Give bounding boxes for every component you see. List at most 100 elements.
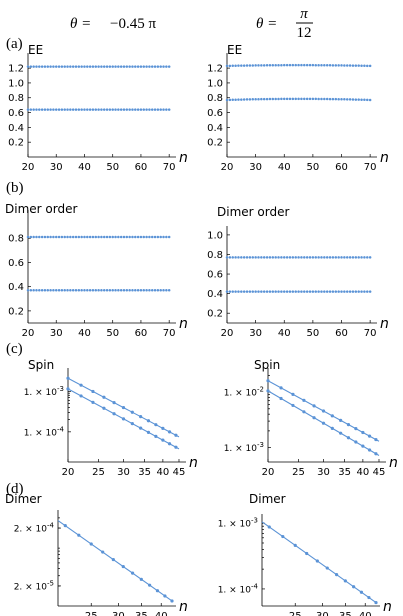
- data-point: [162, 65, 165, 68]
- x-tick-label: 40: [78, 162, 91, 173]
- data-point: [345, 256, 349, 259]
- y-tick-label: 0.2: [8, 306, 24, 317]
- data-point: [303, 97, 306, 101]
- x-axis-label: n: [383, 599, 392, 615]
- data-point: [26, 235, 30, 239]
- data-point: [43, 108, 47, 111]
- data-point: [153, 289, 157, 292]
- y-axis-label: Spin: [254, 358, 280, 372]
- y-tick-label: 0.4: [8, 123, 24, 134]
- data-point: [245, 98, 249, 101]
- data-point: [303, 63, 306, 67]
- data-point: [71, 108, 75, 111]
- data-point: [148, 235, 151, 239]
- data-point: [49, 65, 52, 68]
- data-point: [234, 98, 237, 101]
- data-point: [174, 433, 178, 437]
- data-point: [46, 108, 50, 111]
- data-point: [271, 290, 275, 293]
- data-point: [354, 440, 358, 444]
- data-point: [102, 289, 106, 292]
- data-point: [86, 235, 89, 239]
- data-point: [265, 290, 269, 293]
- data-point: [134, 289, 137, 292]
- data-point: [251, 256, 255, 259]
- data-point: [150, 235, 154, 239]
- chart-dimer-order-right: Dimer order n 20 30 40 50 60 70 0.2 0.4 0.6 0.8 1.0: [207, 205, 389, 339]
- data-point: [142, 108, 146, 111]
- data-point: [66, 289, 69, 292]
- data-point: [240, 256, 243, 259]
- data-point: [52, 108, 55, 111]
- data-point: [277, 290, 280, 293]
- data-point: [228, 290, 232, 293]
- y-tick-label: 0.8: [207, 250, 223, 261]
- x-tick-label: 40: [278, 162, 291, 173]
- data-point: [46, 289, 50, 292]
- data-point: [148, 289, 151, 292]
- data-point: [89, 542, 93, 546]
- data-point: [262, 64, 266, 67]
- data-point: [254, 98, 257, 101]
- data-point: [100, 108, 103, 111]
- data-point: [254, 290, 257, 293]
- data-point: [130, 410, 134, 414]
- data-point: [83, 108, 86, 111]
- x-tick-label: 30: [50, 162, 63, 173]
- data-point: [337, 64, 340, 67]
- data-point: [26, 108, 30, 111]
- data-point: [348, 290, 352, 293]
- data-point: [174, 445, 178, 449]
- data-point: [29, 108, 33, 111]
- x-tick-label: 40: [155, 611, 168, 616]
- data-point: [29, 65, 33, 68]
- data-point: [83, 235, 86, 239]
- data-point: [262, 290, 266, 293]
- data-point: [242, 290, 246, 293]
- data-point: [340, 290, 343, 293]
- data-point: [77, 533, 81, 537]
- x-tick-label: 30: [50, 328, 63, 339]
- x-tick-label: 40: [359, 611, 372, 616]
- data-point: [43, 289, 47, 292]
- data-point: [268, 64, 272, 67]
- data-point: [345, 64, 349, 67]
- data-point: [117, 65, 120, 68]
- data-point: [63, 108, 66, 111]
- data-point: [285, 290, 289, 293]
- data-point: [111, 235, 114, 239]
- chart-ee-left: EE n 20 30 40 50 60 70 0.2 0.4 0.6 0.8 1.0 1.2: [8, 43, 188, 173]
- data-point: [153, 235, 157, 239]
- data-point: [114, 108, 117, 111]
- data-point: [368, 256, 372, 259]
- data-point: [277, 97, 280, 101]
- data-point: [136, 289, 140, 292]
- data-point: [111, 65, 114, 68]
- data-point: [139, 577, 143, 581]
- data-point: [240, 64, 243, 67]
- x-tick-label: 25: [85, 611, 98, 616]
- data-point: [328, 64, 332, 67]
- data-point: [346, 423, 351, 427]
- data-point: [331, 290, 335, 293]
- data-point: [122, 235, 126, 239]
- chart-dimer-right: Dimer n 25 30 35 40 1. × 10-3 1. × 10-4: [218, 492, 392, 616]
- data-point: [297, 256, 300, 259]
- y-axis-label: Spin: [28, 358, 54, 372]
- data-point: [136, 65, 140, 68]
- data-point: [94, 289, 98, 292]
- data-point: [288, 256, 292, 259]
- data-point: [237, 290, 240, 293]
- x-tick-label: 40: [78, 328, 91, 339]
- data-point: [57, 235, 61, 239]
- data-point: [317, 97, 320, 101]
- data-point: [340, 64, 343, 67]
- data-point: [159, 65, 162, 68]
- data-point: [148, 65, 151, 68]
- data-point: [26, 65, 30, 68]
- data-point: [91, 389, 95, 394]
- data-point: [54, 65, 58, 68]
- data-point: [148, 583, 152, 587]
- data-point: [281, 534, 285, 539]
- data-point: [268, 256, 272, 259]
